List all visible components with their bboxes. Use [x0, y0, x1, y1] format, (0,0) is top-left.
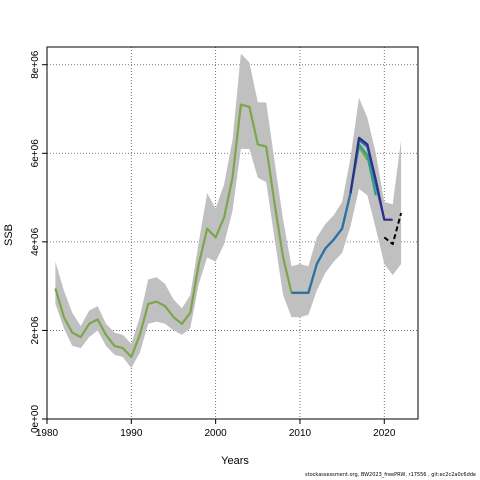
y-axis-title: SSB [3, 224, 15, 246]
x-tick-label: 2010 [289, 428, 312, 439]
y-tick-label: 8e+06 [30, 50, 41, 79]
y-tick-label: 4e+06 [30, 227, 41, 256]
series-line-4 [383, 212, 403, 246]
y-tick-label: 6e+06 [30, 139, 41, 168]
x-axis: 1980 1990 2000 2010 2020 [36, 419, 396, 439]
series-lines [54, 103, 403, 359]
x-tick-label: 2020 [373, 428, 396, 439]
confidence-band-area [55, 53, 402, 369]
y-tick-label: 2e+06 [30, 316, 41, 345]
confidence-band [55, 53, 402, 369]
y-axis: 0e+00 2e+06 4e+06 6e+06 8e+06 [30, 50, 47, 433]
x-axis-title: Years [221, 455, 249, 467]
x-tick-label: 1990 [120, 428, 143, 439]
y-tick-label: 0e+00 [30, 405, 41, 434]
grid-lines [46, 47, 418, 420]
x-tick-label: 2000 [205, 428, 228, 439]
series-line-3 [349, 136, 393, 221]
x-tick-label: 1980 [36, 428, 59, 439]
footer-credit: stockassessment.org, BW2023_freePRW, r17… [305, 472, 476, 478]
plot-frame [46, 46, 419, 420]
